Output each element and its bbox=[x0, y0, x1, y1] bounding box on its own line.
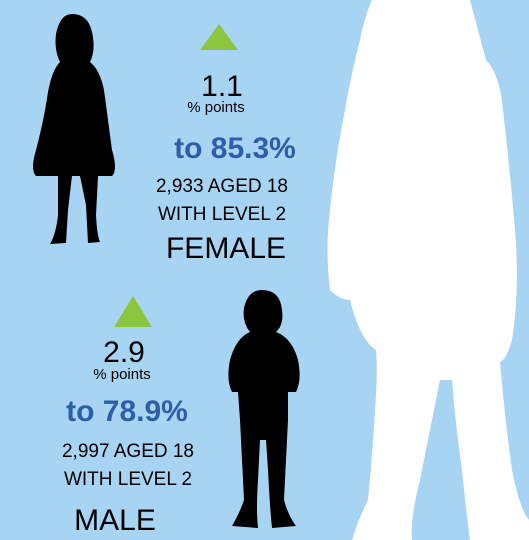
gender-label: FEMALE bbox=[166, 232, 286, 265]
change-value: 1.1 bbox=[201, 70, 243, 103]
unit: % points bbox=[93, 366, 151, 383]
woman-silhouette bbox=[327, 0, 529, 540]
up-arrow bbox=[200, 24, 238, 50]
up-arrow bbox=[114, 296, 152, 327]
count: 2,933 AGED 18 bbox=[156, 176, 288, 197]
rate: to 85.3% bbox=[174, 132, 296, 165]
boy-silhouette bbox=[228, 290, 300, 528]
count: 2,997 AGED 18 bbox=[62, 441, 194, 462]
qualification: WITH LEVEL 2 bbox=[64, 469, 192, 490]
gender-label: MALE bbox=[74, 504, 156, 537]
unit: % points bbox=[187, 99, 245, 116]
rate: to 78.9% bbox=[66, 395, 188, 428]
qualification: WITH LEVEL 2 bbox=[158, 204, 286, 225]
girl-silhouette bbox=[33, 14, 115, 244]
change-value: 2.9 bbox=[103, 336, 145, 369]
